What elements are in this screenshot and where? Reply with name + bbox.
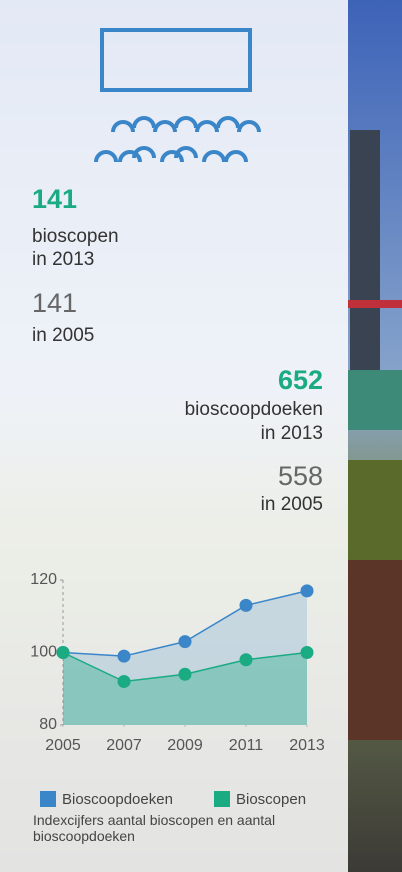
legend-label: Bioscopen: [236, 791, 306, 808]
building: [348, 370, 402, 430]
red-beam: [348, 300, 402, 308]
stat-label: bioscopen: [32, 226, 119, 247]
legend-swatch: [214, 791, 230, 807]
y-tick-label: 80: [39, 716, 57, 733]
marker: [178, 667, 192, 681]
stat-value: 141: [32, 288, 77, 318]
stat-year: in 2005: [261, 494, 323, 515]
x-tick-label: 2009: [167, 737, 203, 754]
marker: [239, 653, 253, 667]
stat-value: 652: [278, 365, 323, 395]
stat-year: in 2013: [32, 249, 94, 270]
y-tick-label: 120: [30, 571, 57, 588]
marker: [117, 649, 131, 663]
panel: [0, 0, 348, 872]
marker: [178, 635, 192, 649]
marker: [239, 598, 253, 612]
legend-label: Bioscoopdoeken: [62, 791, 173, 808]
bench: [348, 560, 402, 740]
area: [63, 590, 307, 725]
legend-swatch: [40, 791, 56, 807]
stat-label: bioscoopdoeken: [185, 399, 323, 420]
marker: [56, 646, 70, 659]
x-tick-label: 2013: [289, 737, 325, 754]
stat-year: in 2013: [261, 423, 323, 444]
building: [350, 130, 380, 380]
stat-value: 141: [32, 184, 77, 214]
y-tick-label: 100: [30, 644, 57, 661]
cinema-icon: [94, 28, 261, 163]
x-tick-label: 2005: [45, 737, 81, 754]
marker: [300, 584, 314, 598]
marker: [117, 675, 131, 688]
area: [63, 652, 307, 725]
x-tick-label: 2007: [106, 737, 142, 754]
x-tick-label: 2011: [229, 737, 264, 754]
marker: [300, 646, 314, 659]
stat-year: in 2005: [32, 325, 94, 346]
stat-value: 558: [278, 461, 323, 491]
chart-note: Indexcijfers aantal bioscopen en aantal …: [33, 812, 276, 844]
